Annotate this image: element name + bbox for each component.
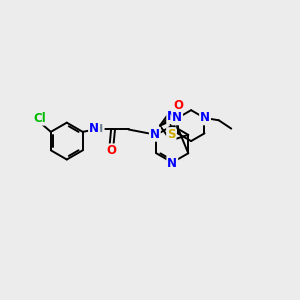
Text: N: N <box>167 157 177 169</box>
Text: Cl: Cl <box>33 112 46 125</box>
Text: N: N <box>89 122 99 135</box>
Text: N: N <box>200 111 210 124</box>
Text: O: O <box>173 99 183 112</box>
Text: O: O <box>106 144 117 158</box>
Text: N: N <box>150 128 160 141</box>
Text: N: N <box>167 110 177 123</box>
Text: S: S <box>167 128 176 141</box>
Text: H: H <box>94 124 104 134</box>
Text: N: N <box>172 111 182 124</box>
